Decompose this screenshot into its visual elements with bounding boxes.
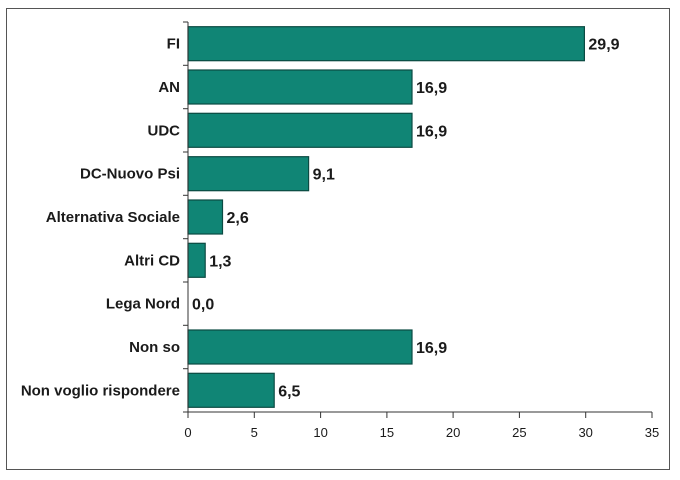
category-label-5: Altri CD: [124, 252, 180, 269]
x-ticks: 0 5 10 15 20 25 30 35: [183, 21, 659, 440]
category-label-3: DC-Nuovo Psi: [80, 166, 180, 183]
category-label-6: Lega Nord: [106, 296, 180, 313]
value-label-5: 1,3: [209, 253, 231, 270]
x-tick-label-3: 15: [380, 425, 394, 440]
value-label-0: 29,9: [588, 37, 619, 54]
bar-5: [187, 242, 206, 278]
value-label-2: 16,9: [416, 123, 447, 140]
bar-8: [187, 372, 275, 408]
category-label-4: Alternativa Sociale: [46, 209, 180, 226]
category-label-8: Non voglio rispondere: [21, 382, 180, 399]
category-label-1: AN: [158, 79, 180, 96]
category-label-7: Non so: [129, 339, 180, 356]
value-label-4: 2,6: [227, 210, 249, 227]
bar-7: [187, 329, 413, 365]
x-tick-label-2: 10: [313, 425, 327, 440]
x-tick-label-6: 30: [578, 425, 592, 440]
category-label-2: UDC: [148, 122, 181, 139]
x-tick-label-5: 25: [512, 425, 526, 440]
value-label-6: 0,0: [192, 297, 214, 314]
x-tick-label-4: 20: [446, 425, 460, 440]
category-labels: FI AN UDC DC-Nuovo Psi Alternativa Sociale Al…: [21, 36, 180, 400]
bar-1: [187, 69, 413, 105]
axes: [187, 22, 652, 413]
bar-3: [187, 156, 310, 192]
bar-2: [187, 112, 413, 148]
value-label-8: 6,5: [278, 383, 300, 400]
value-labels: 29,9 16,9 16,9 9,1 2,6 1,3 0,0 16,9 6,5: [192, 37, 620, 401]
bars-group: [187, 26, 585, 408]
value-label-3: 9,1: [313, 167, 335, 184]
x-tick-label-0: 0: [184, 425, 191, 440]
value-label-1: 16,9: [416, 80, 447, 97]
bar-4: [187, 199, 224, 235]
value-label-7: 16,9: [416, 340, 447, 357]
category-label-0: FI: [167, 36, 180, 53]
x-tick-label-7: 35: [645, 425, 659, 440]
x-tick-label-1: 5: [251, 425, 258, 440]
bar-0: [187, 26, 585, 62]
